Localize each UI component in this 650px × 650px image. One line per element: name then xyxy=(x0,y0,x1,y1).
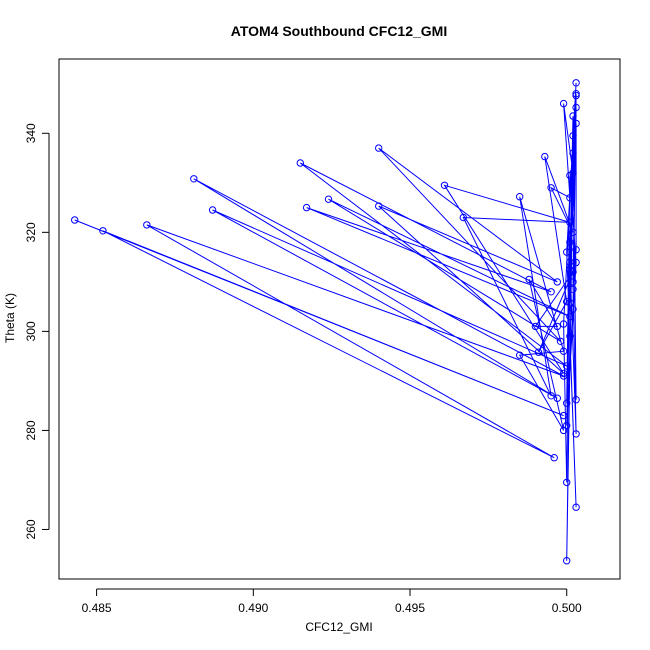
y-axis: 260 280 300 320 340 xyxy=(24,123,50,539)
data-point xyxy=(553,322,561,331)
data-point xyxy=(569,278,577,286)
data-point xyxy=(559,369,568,378)
data-point xyxy=(375,144,383,152)
x-tick-label: 0.500 xyxy=(552,601,582,615)
data-point xyxy=(440,181,449,190)
data-point xyxy=(516,193,524,201)
data-point xyxy=(569,285,577,293)
data-point xyxy=(563,557,571,565)
data-point xyxy=(553,278,561,286)
data-point xyxy=(99,227,107,235)
y-tick-label: 300 xyxy=(24,321,38,341)
data-point xyxy=(559,99,568,108)
data-point xyxy=(547,392,555,400)
x-axis: 0.485 0.490 0.495 0.500 xyxy=(82,588,582,615)
data-point xyxy=(572,258,580,267)
data-point xyxy=(566,218,574,227)
data-point xyxy=(566,312,574,321)
data-point xyxy=(559,347,568,355)
plot-area-frame xyxy=(58,58,621,580)
data-layer xyxy=(71,79,580,565)
data-point xyxy=(563,248,571,256)
data-point xyxy=(569,132,577,140)
data-point xyxy=(566,332,574,340)
data-point xyxy=(553,394,561,402)
data-point xyxy=(569,112,577,120)
data-point xyxy=(459,213,467,222)
x-tick-label: 0.485 xyxy=(82,601,112,615)
data-point xyxy=(569,305,577,313)
data-point xyxy=(563,421,571,430)
data-point xyxy=(569,149,577,157)
chart-title: ATOM4 Southbound CFC12_GMI xyxy=(231,23,447,39)
data-point xyxy=(569,228,577,237)
y-tick-label: 280 xyxy=(24,420,38,440)
data-point xyxy=(541,152,549,161)
x-tick-label: 0.495 xyxy=(395,601,425,615)
data-point xyxy=(563,362,571,370)
data-point xyxy=(572,91,580,100)
data-point xyxy=(572,246,580,254)
data-point xyxy=(550,454,558,462)
y-tick-label: 340 xyxy=(24,123,38,143)
data-point xyxy=(566,171,574,180)
data-point xyxy=(572,90,580,98)
data-point xyxy=(566,194,574,202)
y-axis-label: Theta (K) xyxy=(3,293,17,343)
data-point xyxy=(566,265,574,274)
x-axis-label: CFC12_GMI xyxy=(305,620,372,634)
data-point xyxy=(556,337,565,345)
data-point xyxy=(296,159,304,167)
data-point xyxy=(143,221,151,229)
data-point xyxy=(559,320,568,328)
series-line xyxy=(74,82,577,561)
data-point xyxy=(190,175,198,183)
data-point xyxy=(572,119,580,128)
data-point xyxy=(559,411,568,420)
data-point xyxy=(71,216,79,224)
data-point xyxy=(531,322,540,331)
data-point xyxy=(563,399,571,407)
data-point xyxy=(534,348,543,356)
data-point xyxy=(572,79,580,87)
x-tick-label: 0.490 xyxy=(238,601,268,615)
data-point xyxy=(566,238,574,246)
y-tick-label: 320 xyxy=(24,222,38,242)
data-point xyxy=(559,372,568,380)
data-point xyxy=(572,396,580,404)
y-tick-label: 260 xyxy=(24,519,38,539)
data-point xyxy=(563,478,571,487)
data-point xyxy=(525,275,533,284)
data-point xyxy=(547,288,555,296)
data-point xyxy=(572,103,580,112)
data-point xyxy=(324,195,333,203)
data-point xyxy=(547,184,555,192)
data-point xyxy=(563,298,571,306)
data-point xyxy=(566,299,574,307)
data-point xyxy=(208,206,217,214)
data-point xyxy=(572,430,580,438)
data-point xyxy=(375,202,383,210)
data-point xyxy=(516,351,524,359)
data-point xyxy=(572,503,580,511)
data-point xyxy=(302,203,311,212)
